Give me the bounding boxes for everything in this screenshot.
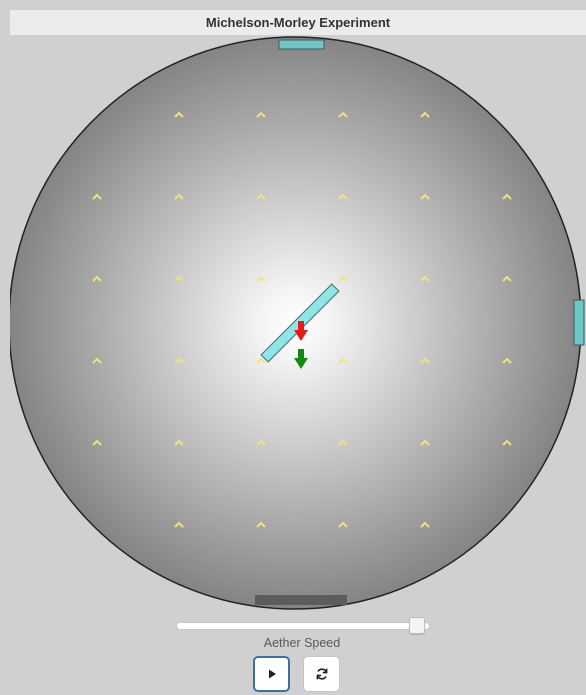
- reset-button[interactable]: [303, 656, 340, 692]
- apparatus-canvas: [10, 36, 585, 610]
- chevron-up-icon: [502, 439, 512, 446]
- chevron-up-icon: [174, 111, 184, 118]
- chevron-up-icon: [338, 521, 348, 528]
- chevron-up-icon: [338, 193, 348, 200]
- chevron-up-icon: [420, 357, 430, 364]
- aether-speed-slider-thumb[interactable]: [409, 617, 426, 634]
- chevron-up-icon: [420, 275, 430, 282]
- aether-speed-slider[interactable]: [176, 622, 430, 630]
- chevron-up-icon: [174, 521, 184, 528]
- chevron-up-icon: [338, 357, 348, 364]
- red-beam-arrow: [294, 321, 308, 341]
- chevron-up-icon: [256, 111, 266, 118]
- chevron-up-icon: [92, 439, 102, 446]
- chevron-up-icon: [174, 357, 184, 364]
- chevron-up-icon: [92, 193, 102, 200]
- chevron-up-icon: [174, 193, 184, 200]
- chevron-up-icon: [420, 193, 430, 200]
- right-mirror: [573, 299, 585, 346]
- chevron-up-icon: [256, 193, 266, 200]
- chevron-up-icon: [256, 521, 266, 528]
- chevron-up-icon: [502, 193, 512, 200]
- refresh-icon: [316, 668, 327, 680]
- detector-screen: [255, 595, 347, 605]
- chevron-up-icon: [256, 439, 266, 446]
- chevron-up-icon: [174, 439, 184, 446]
- aether-wind-markers: [92, 111, 512, 528]
- chevron-up-icon: [420, 439, 430, 446]
- top-mirror: [278, 39, 325, 50]
- chevron-up-icon: [502, 357, 512, 364]
- play-icon: [268, 669, 276, 679]
- window-title: Michelson-Morley Experiment: [10, 10, 586, 35]
- chevron-up-icon: [256, 357, 266, 364]
- aether-speed-label: Aether Speed: [263, 636, 341, 650]
- chevron-up-icon: [338, 439, 348, 446]
- chevron-up-icon: [420, 521, 430, 528]
- chevron-up-icon: [338, 111, 348, 118]
- chevron-up-icon: [174, 275, 184, 282]
- chevron-up-icon: [256, 275, 266, 282]
- chevron-up-icon: [502, 275, 512, 282]
- chevron-up-icon: [420, 111, 430, 118]
- chevron-up-icon: [338, 275, 348, 282]
- green-beam-arrow: [294, 349, 308, 369]
- play-button[interactable]: [253, 656, 290, 692]
- chevron-up-icon: [92, 275, 102, 282]
- chevron-up-icon: [92, 357, 102, 364]
